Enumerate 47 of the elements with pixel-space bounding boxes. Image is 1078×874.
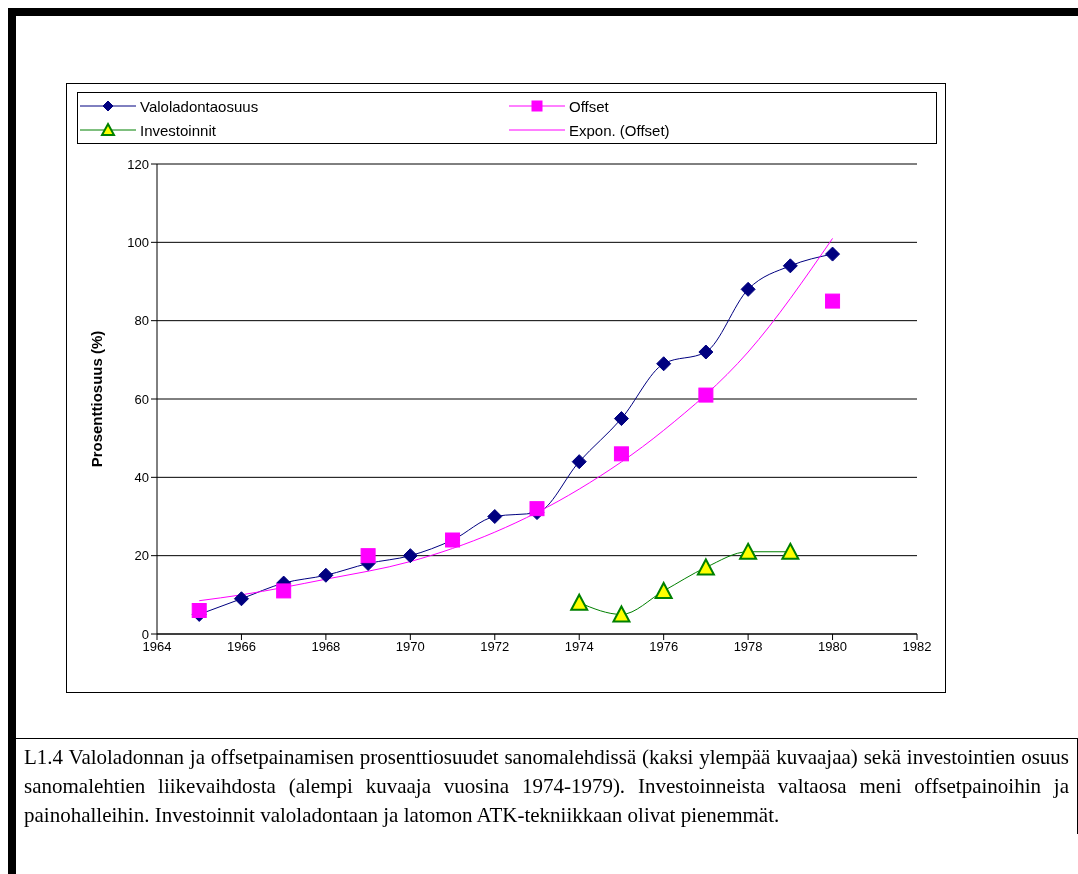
- point: [739, 542, 758, 560]
- y-axis-title: Prosenttiosuus (%): [88, 330, 106, 468]
- point: [276, 583, 292, 599]
- x-tick-label: 1968: [311, 639, 341, 655]
- point: [740, 281, 756, 297]
- x-tick-label: 1970: [395, 639, 425, 655]
- point: [612, 605, 631, 623]
- point: [696, 558, 715, 576]
- text: L1.4 Valoladonnan ja offsetpainamisen prosenttiosuudet sanomalehdissä (kaksi ylempää kuvaajaa) sekä investointien osuus sanomalehtien liikevaihdosta (alempi kuvaaja vuosina 1974-1979). Investoinneista valtaosa meni offsetpainoihin ja painohalleihin. Investoinnit valoladontaan ja latomon ATK-tekniikkaan olivat pienemmät.: [16, 738, 1078, 834]
- point: [613, 446, 629, 462]
- x-tick-label: 1966: [226, 639, 256, 655]
- point: [191, 603, 207, 618]
- x-tick-label: 1972: [480, 639, 510, 655]
- y-tick-label: 120: [127, 156, 149, 172]
- point: [233, 591, 249, 607]
- x-tick-label: 1980: [818, 639, 848, 655]
- legend-label: Investoinnit: [140, 121, 216, 139]
- point: [360, 548, 376, 564]
- x-tick-label: 1982: [902, 639, 932, 655]
- y-tick-label: 20: [134, 548, 149, 564]
- x-tick-label: 1964: [142, 639, 172, 655]
- point: [825, 293, 841, 309]
- y-tick-label: 0: [141, 626, 149, 642]
- y-tick-label: 40: [134, 469, 149, 485]
- y-tick-label: 60: [134, 391, 149, 407]
- point: [571, 454, 587, 470]
- point: [782, 258, 798, 274]
- y-tick-label: 80: [134, 313, 149, 329]
- point: [402, 548, 418, 564]
- legend-label: Expon. (Offset): [569, 121, 670, 139]
- point: [570, 593, 589, 611]
- point: [781, 542, 800, 560]
- x-tick-label: 1978: [733, 639, 763, 655]
- legend-label: Offset: [569, 97, 609, 115]
- point: [529, 501, 545, 517]
- legend-label: Valoladontaosuus: [140, 97, 259, 115]
- x-tick-label: 1974: [564, 639, 594, 655]
- point: [613, 411, 629, 427]
- point: [825, 246, 841, 262]
- point: [656, 356, 672, 372]
- point: [487, 509, 503, 524]
- y-tick-label: 100: [127, 234, 149, 250]
- point: [318, 567, 334, 583]
- point: [698, 344, 714, 360]
- point: [698, 387, 714, 403]
- point: [654, 581, 673, 599]
- x-tick-label: 1976: [649, 639, 679, 655]
